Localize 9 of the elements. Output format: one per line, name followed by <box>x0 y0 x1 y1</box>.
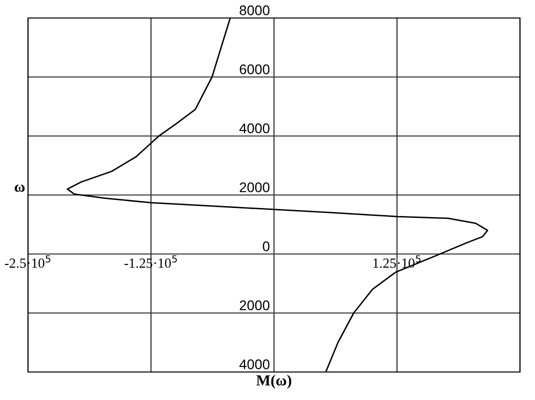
y-tick-label: 8000 <box>240 5 270 16</box>
y-tick-label: 2000 <box>240 300 270 310</box>
x-axis-title: M(ω) <box>256 374 292 389</box>
y-tick-label: 4000 <box>239 359 270 370</box>
y-tick-label: 4000 <box>239 123 270 134</box>
y-tick-label: 2000 <box>240 182 270 192</box>
y-tick-label: 6000 <box>240 64 270 74</box>
y-tick-label: 0 <box>262 241 270 252</box>
y-axis-title: ω <box>14 184 25 192</box>
